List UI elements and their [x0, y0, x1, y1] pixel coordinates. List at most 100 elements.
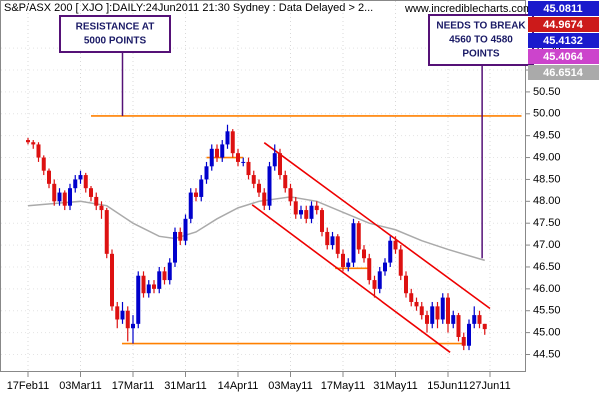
- x-tick-label: 14Apr11: [218, 380, 259, 392]
- candle-body: [362, 249, 366, 259]
- candle-body: [225, 131, 230, 145]
- candle-body: [404, 275, 408, 294]
- price-tag: [528, 65, 599, 80]
- candle-body: [209, 148, 214, 167]
- price-tag-label: 45.4064: [543, 51, 584, 63]
- candle-body: [262, 192, 267, 206]
- candle-body: [451, 315, 456, 324]
- price-tag-label: 46.6514: [543, 67, 584, 79]
- candle-body: [435, 306, 440, 320]
- candle-body: [194, 192, 198, 197]
- y-tick-label: 46.50: [533, 261, 561, 273]
- candle-body: [467, 323, 471, 346]
- candle-body: [188, 192, 193, 219]
- candle-body: [482, 323, 487, 330]
- candle-body: [367, 258, 372, 281]
- candle-body: [41, 157, 46, 171]
- candle-body: [104, 210, 109, 254]
- candle-body: [157, 271, 162, 289]
- candle-body: [446, 297, 450, 324]
- y-tick-label: 50.50: [533, 86, 561, 98]
- annotation-text: POINTS: [462, 49, 500, 60]
- candle-body: [125, 310, 130, 329]
- annotation-text: 4560 TO 4580: [449, 35, 513, 46]
- candle-body: [141, 275, 146, 294]
- candle-body: [131, 323, 135, 329]
- y-tick-label: 45.00: [533, 327, 561, 339]
- candle-body: [152, 284, 156, 289]
- candle-body: [409, 293, 414, 302]
- moving-average: [27, 196, 485, 262]
- candle-body: [472, 315, 477, 324]
- y-tick-label: 49.00: [533, 151, 561, 163]
- candle-body: [283, 175, 288, 189]
- price-tag: [528, 33, 599, 48]
- annotation-text: RESISTANCE AT: [76, 22, 155, 33]
- candle-body: [419, 306, 424, 316]
- candle-body: [320, 210, 324, 232]
- x-tick-label: 03Mar11: [59, 380, 102, 392]
- y-tick-label: 47.00: [533, 239, 561, 251]
- price-tag-label: 45.4132: [543, 35, 583, 47]
- candle-body: [477, 315, 482, 324]
- candle-body: [26, 140, 30, 143]
- annotation: RESISTANCE AT 5000 POINTS: [59, 15, 171, 116]
- y-tick-label: 44.50: [533, 348, 561, 360]
- candle-body: [78, 175, 83, 180]
- candle-body: [330, 236, 335, 246]
- chart-title: S&P/ASX 200 [ XJO ]:DAILY:24Jun2011 21:3…: [4, 2, 373, 14]
- candle-body: [167, 262, 172, 281]
- price-tag: [528, 49, 599, 64]
- candle-body: [309, 205, 314, 219]
- candle-body: [251, 175, 256, 184]
- y-tick-label: 45.50: [533, 305, 561, 317]
- candle-body: [304, 210, 309, 219]
- y-tick-label: 46.00: [533, 283, 561, 295]
- candle-body: [162, 271, 167, 281]
- candle-body: [52, 183, 57, 202]
- candle-body: [372, 280, 377, 289]
- candle-body: [230, 131, 235, 154]
- candle-body: [335, 236, 340, 254]
- price-tag-label: 45.0811: [543, 3, 582, 15]
- candle-body: [62, 192, 67, 206]
- candle-body: [293, 201, 298, 215]
- trend-line: [263, 142, 491, 310]
- candle-body: [456, 315, 461, 337]
- candle-body: [120, 310, 125, 320]
- annotation: NEEDS TO BREAK 4560 TO 4580 POINTS: [428, 14, 534, 259]
- candle-body: [241, 161, 246, 163]
- x-tick-label: 15Jun11: [427, 380, 468, 392]
- x-tick-label: 17May11: [321, 380, 365, 392]
- y-tick-label: 47.50: [533, 217, 561, 229]
- candle-body: [414, 301, 419, 307]
- candle-body: [236, 153, 240, 162]
- candle-body: [425, 315, 429, 324]
- annotation-box: [59, 15, 171, 53]
- candle-body: [299, 210, 303, 215]
- x-tick-label: 17Mar11: [112, 380, 155, 392]
- candle-body: [31, 142, 36, 145]
- candle-body: [356, 223, 361, 250]
- candle-body: [183, 218, 188, 241]
- candle-body: [383, 262, 387, 272]
- candle-body: [146, 284, 151, 294]
- candle-body: [398, 249, 403, 276]
- candle-body: [246, 161, 251, 176]
- candle-body: [110, 253, 114, 307]
- x-tick-label: 31May11: [373, 380, 417, 392]
- x-tick-label: 31Mar11: [164, 380, 207, 392]
- candle-body: [173, 231, 177, 263]
- candle-body: [47, 170, 51, 184]
- candle-body: [272, 153, 277, 167]
- candle-body: [393, 240, 398, 250]
- candle-body: [57, 192, 62, 202]
- candle-body: [314, 205, 319, 211]
- x-tick-label: 17Feb11: [7, 380, 50, 392]
- candle-body: [388, 240, 393, 263]
- candle-body: [220, 144, 225, 158]
- candle-body: [346, 262, 351, 267]
- candle-body: [341, 253, 345, 267]
- candle-body: [136, 275, 141, 324]
